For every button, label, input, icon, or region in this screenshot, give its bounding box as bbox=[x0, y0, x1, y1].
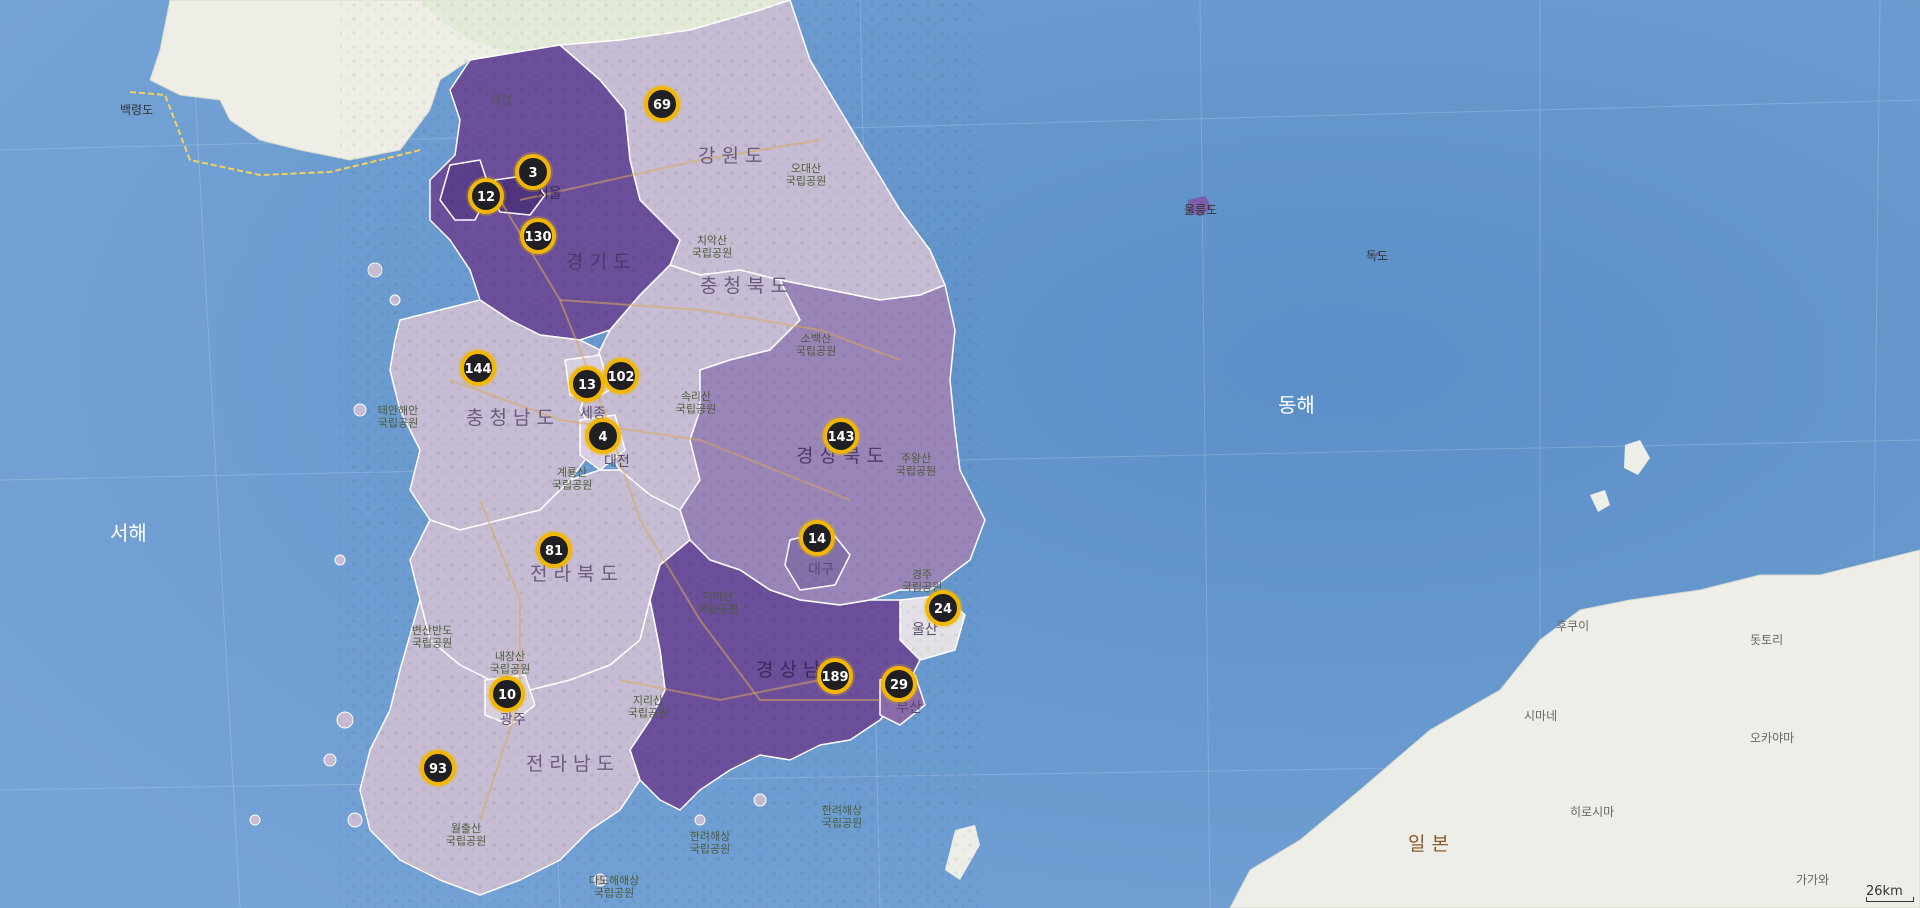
park-gyeongju: 경주 국립공원 bbox=[902, 568, 942, 594]
park-naejangsan: 내장산 국립공원 bbox=[490, 650, 530, 676]
label-okayama: 오카야마 bbox=[1750, 731, 1794, 745]
cluster-count: 81 bbox=[545, 544, 563, 559]
cluster-count: 14 bbox=[808, 532, 826, 547]
label-gwangju: 광주 bbox=[500, 712, 526, 728]
scale-label: 26km bbox=[1866, 884, 1903, 899]
cluster-marker[interactable]: 130 bbox=[518, 216, 558, 256]
tsushima-island bbox=[1624, 440, 1650, 475]
cluster-marker[interactable]: 102 bbox=[601, 356, 641, 396]
park-jirisan: 지리산 국립공원 bbox=[628, 694, 668, 720]
park-taean: 태안해안 국립공원 bbox=[378, 403, 418, 430]
cluster-count: 189 bbox=[821, 670, 848, 685]
label-dokdo: 독도 bbox=[1366, 249, 1388, 263]
label-chungbuk: 충 청 북 도 bbox=[700, 275, 788, 297]
park-byeonsan: 변산반도 국립공원 bbox=[412, 624, 452, 650]
label-gyeongbuk: 경 상 북 도 bbox=[796, 445, 884, 467]
label-gangwon: 강 원 도 bbox=[698, 145, 763, 167]
cluster-markers: 69 3 12 130 144 13 102 4 143 81 14 24 18… bbox=[418, 84, 963, 788]
cluster-marker[interactable]: 14 bbox=[797, 518, 837, 558]
cluster-marker[interactable]: 189 bbox=[815, 656, 855, 696]
cluster-count: 13 bbox=[578, 378, 596, 393]
park-juwangsan: 주왕산 국립공원 bbox=[896, 452, 936, 478]
cluster-count: 29 bbox=[890, 678, 908, 693]
region-labels: 강 원 도 경 기 도 충 청 북 도 충 청 남 도 경 상 북 도 전 라 … bbox=[466, 145, 884, 775]
label-sejong: 세종 bbox=[580, 406, 606, 422]
cluster-marker[interactable]: 3 bbox=[513, 152, 553, 192]
cluster-count: 144 bbox=[464, 362, 491, 377]
cluster-count: 93 bbox=[429, 762, 447, 777]
label-gyeonggi: 경 기 도 bbox=[566, 251, 631, 273]
cluster-count: 3 bbox=[528, 166, 537, 181]
label-kagawa: 가가와 bbox=[1796, 873, 1829, 887]
cluster-marker[interactable]: 93 bbox=[418, 748, 458, 788]
ulleung-island bbox=[1188, 196, 1212, 216]
cluster-count: 24 bbox=[934, 602, 952, 617]
park-gayasan: 가야산 국립공원 bbox=[698, 590, 738, 616]
cluster-marker[interactable]: 144 bbox=[458, 348, 498, 388]
park-sobaeksan: 소백산 국립공원 bbox=[796, 332, 836, 358]
label-dottori: 돗토리 bbox=[1750, 633, 1783, 647]
cluster-marker[interactable]: 12 bbox=[466, 176, 506, 216]
label-daejeon: 대전 bbox=[604, 454, 630, 470]
label-seoul: 서울 bbox=[536, 186, 562, 202]
cluster-marker[interactable]: 81 bbox=[534, 530, 574, 570]
label-hugui: 후쿠이 bbox=[1556, 619, 1589, 633]
park-songnisan: 속리산 국립공원 bbox=[676, 390, 716, 416]
label-daegu: 대구 bbox=[808, 562, 834, 578]
label-jeonnam: 전 라 남 도 bbox=[526, 753, 614, 775]
cluster-marker[interactable]: 29 bbox=[879, 664, 919, 704]
cluster-count: 69 bbox=[653, 98, 671, 113]
label-chungnam: 충 청 남 도 bbox=[466, 407, 554, 429]
japan-labels: 일 본 후쿠이 돗토리 시마네 오카야마 히로시마 가가와 bbox=[1408, 619, 1829, 887]
cluster-marker[interactable]: 4 bbox=[583, 416, 623, 456]
label-japan: 일 본 bbox=[1408, 833, 1449, 855]
label-busan: 부산 bbox=[896, 700, 922, 716]
label-jeonbuk: 전 라 북 도 bbox=[530, 563, 618, 585]
cluster-count: 10 bbox=[498, 688, 516, 703]
label-baengnyeong: 백령도 bbox=[120, 103, 153, 117]
park-labels: 오대산 국립공원 치악산 국립공원 소백산 국립공원 속리산 국립공원 주왕산 국립공원 … bbox=[378, 162, 942, 900]
label-shimane: 시마네 bbox=[1524, 709, 1557, 723]
cluster-count: 102 bbox=[607, 370, 634, 385]
cluster-marker[interactable]: 24 bbox=[923, 588, 963, 628]
park-hallyeo2: 한려해상 국립공원 bbox=[822, 803, 862, 830]
cluster-count: 12 bbox=[477, 190, 495, 205]
label-gaeseong: 개성 bbox=[490, 93, 512, 107]
label-hiroshima: 히로시마 bbox=[1570, 805, 1614, 819]
label-ulsan: 울산 bbox=[912, 622, 938, 638]
label-ulleung: 울릉도 bbox=[1184, 203, 1217, 217]
park-dadohae: 다도해해상 국립공원 bbox=[589, 873, 640, 900]
park-hallyeo1: 한려해상 국립공원 bbox=[690, 829, 730, 856]
cluster-count: 143 bbox=[827, 430, 854, 445]
cluster-marker[interactable]: 10 bbox=[487, 674, 527, 714]
label-west-sea: 서해 bbox=[110, 521, 147, 545]
dokdo-island bbox=[1376, 252, 1380, 256]
label-east-sea: 동해 bbox=[1278, 393, 1315, 417]
cluster-count: 4 bbox=[598, 430, 607, 445]
park-odaesan: 오대산 국립공원 bbox=[786, 162, 826, 188]
cluster-marker[interactable]: 13 bbox=[567, 364, 607, 404]
park-wolchulsan: 월출산 국립공원 bbox=[446, 822, 486, 848]
land-japan bbox=[1229, 549, 1920, 908]
city-labels: 서울 세종 대전 대구 울산 부산 광주 개성 백령도 울릉도 독도 bbox=[120, 93, 1388, 728]
park-gyeryongsan: 계룡산 국립공원 bbox=[552, 466, 592, 492]
park-chiaksan: 치악산 국립공원 bbox=[692, 234, 732, 260]
iki-island bbox=[1590, 490, 1610, 512]
scale-bar: 26km bbox=[1866, 884, 1914, 902]
highways bbox=[449, 139, 901, 821]
cluster-marker[interactable]: 143 bbox=[821, 416, 861, 456]
cluster-count: 130 bbox=[524, 230, 551, 245]
cluster-marker[interactable]: 69 bbox=[642, 84, 682, 124]
scale-bar-line bbox=[1866, 897, 1914, 902]
